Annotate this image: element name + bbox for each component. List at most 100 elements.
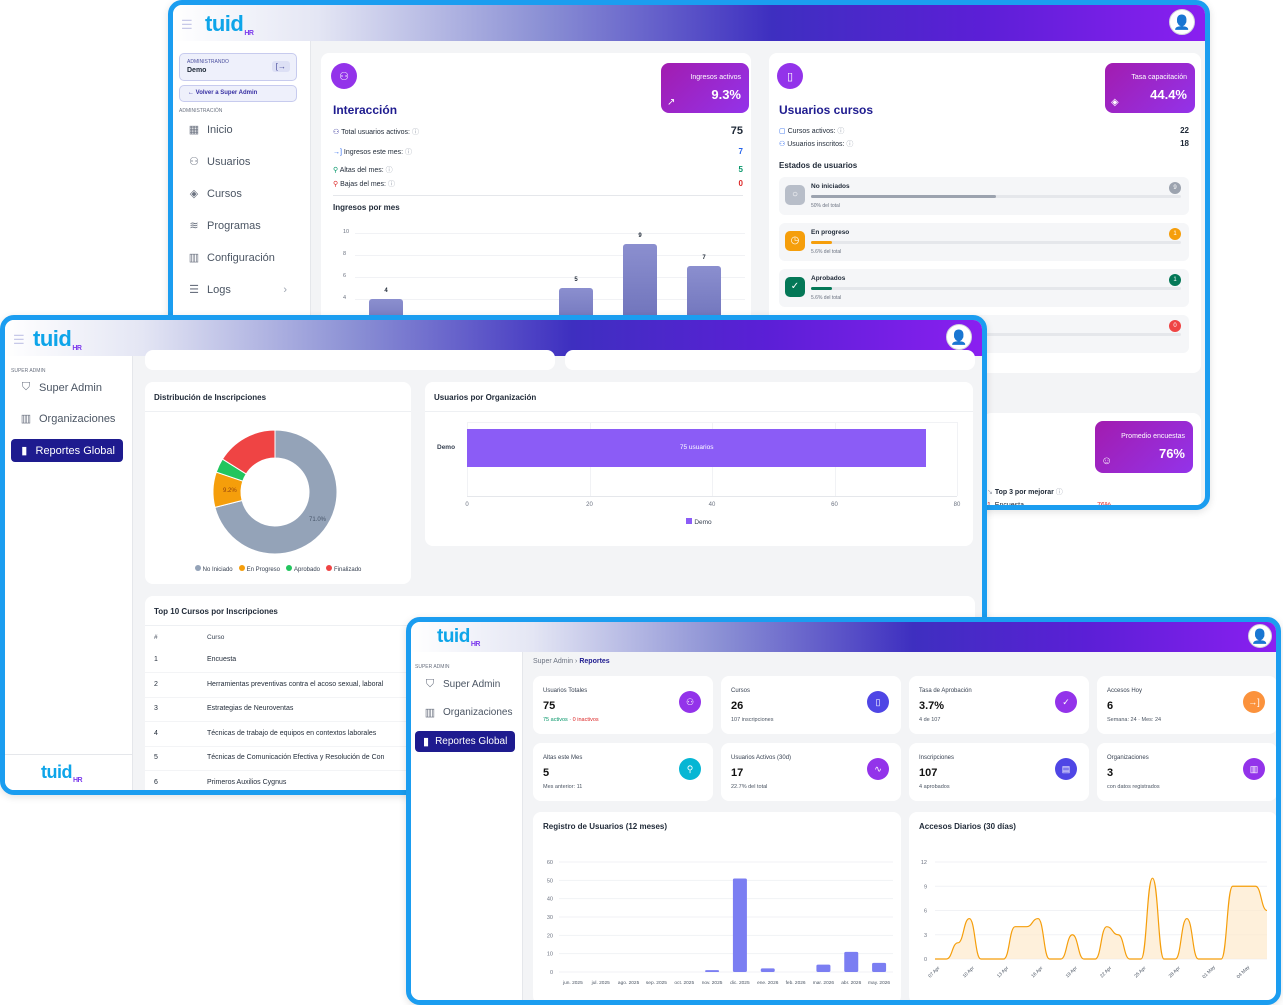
trend-up-icon: ↗: [667, 97, 676, 108]
nav-item-inicio[interactable]: ▦ Inicio: [187, 123, 233, 137]
estado-row: ✓ Aprobados 5.6% del total 1: [779, 269, 1189, 307]
menu-icon[interactable]: ☰: [13, 332, 25, 347]
kpi-value: 76%: [1158, 446, 1185, 461]
x-tick-label: abr. 2026: [841, 980, 861, 986]
legend-item[interactable]: Aprobado: [286, 565, 320, 573]
stat-sub: 107 inscripciones: [731, 717, 774, 723]
progress-track: [811, 195, 1181, 198]
nav-item-organizaciones[interactable]: ▥ Organizaciones: [423, 706, 513, 719]
legend-item[interactable]: En Progreso: [238, 565, 280, 573]
estado-percent: 50% del total: [811, 203, 840, 209]
x-tick-label: feb. 2026: [786, 980, 806, 986]
accesos-diarios-card: Accesos Diarios (30 días) 0 3 6 9 12 07 Apr 10…: [909, 812, 1276, 1000]
brand-logo[interactable]: tuidHR: [33, 326, 82, 352]
kpi-label: Promedio encuestas: [1121, 433, 1185, 440]
legend-item[interactable]: No Iniciado: [194, 565, 233, 573]
y-tick-label: 20: [547, 933, 553, 939]
metric-value: 5: [738, 165, 743, 174]
course-name: Técnicas de trabajo de equipos en contex…: [207, 729, 377, 737]
sidebar: SUPER ADMIN ⛉ Super Admin ▥ Organizaciones…: [5, 356, 133, 790]
metric-value: 75: [730, 125, 743, 137]
brand-logo[interactable]: tuidHR: [437, 626, 480, 648]
gridline: [355, 277, 745, 278]
breadcrumb-current: Reportes: [579, 658, 610, 665]
nav-item-usuarios[interactable]: ⚇ Usuarios: [187, 155, 251, 169]
menu-icon[interactable]: ☰: [181, 17, 193, 32]
metric-value: 7: [738, 147, 743, 156]
back-to-super-admin-button[interactable]: ← Volver a Super Admin: [179, 85, 297, 102]
y-tick-label: 3: [924, 933, 927, 939]
nav-item-super-admin[interactable]: ⛉ Super Admin: [19, 381, 102, 394]
nav-item-super-admin[interactable]: ⛉ Super Admin: [423, 678, 500, 691]
nav-item-configuracion[interactable]: ▥ Configuración: [187, 251, 275, 265]
nav-label: Logs: [207, 283, 231, 296]
stat-value: 17: [731, 767, 744, 779]
users-icon: ⚇: [333, 129, 340, 136]
user-avatar-icon[interactable]: 👤: [1169, 9, 1195, 35]
metric-label: Total usuarios activos:: [341, 129, 410, 136]
user-avatar-icon[interactable]: 👤: [946, 324, 972, 350]
nav-item-organizaciones[interactable]: ▥ Organizaciones: [19, 412, 116, 426]
x-axis: [467, 496, 957, 497]
row-number: 3: [154, 705, 158, 712]
gridline: [355, 255, 745, 256]
legend-swatch: [238, 565, 245, 571]
users-icon: ⚇: [679, 691, 701, 713]
metric-row: ⚲ Bajas del mes: ⓘ 0: [333, 179, 743, 189]
y-tick-label: 0: [924, 957, 927, 963]
top-header: [173, 5, 1205, 41]
count-badge: 1: [1169, 228, 1181, 240]
metric-value: 22: [1180, 126, 1189, 135]
nav-item-logs[interactable]: ☰ Logs ›: [187, 283, 287, 297]
book-icon: ▯: [777, 63, 803, 89]
legend-label: No Iniciado: [202, 567, 233, 573]
section-label: SUPER ADMIN: [11, 368, 46, 374]
user-avatar-icon[interactable]: 👤: [1248, 624, 1272, 648]
nav-label: Usuarios: [207, 155, 251, 168]
metric-value: 18: [1180, 139, 1189, 148]
stat-value: 5: [543, 767, 550, 779]
legend-item[interactable]: Finalizado: [326, 565, 361, 573]
gridline: [467, 422, 957, 423]
nav-item-reportes-global[interactable]: ▮ Reportes Global: [11, 439, 123, 462]
x-tick-label: 40: [708, 502, 716, 508]
stat-value: 3: [1107, 767, 1114, 779]
top-cursos-title: Top 10 Cursos por Inscripciones: [154, 607, 278, 616]
stat-sub: 22.7% del total: [731, 784, 768, 790]
stat-sub: 4 de 107: [919, 717, 941, 723]
x-tick-label: nov. 2025: [702, 980, 723, 986]
y-tick-label: 0: [550, 970, 553, 976]
nav-item-programas[interactable]: ≋ Programas: [187, 219, 260, 233]
stat-sub: Mes anterior: 11: [543, 784, 583, 790]
stat-sub: Semana: 24 · Mes: 24: [1107, 717, 1162, 723]
x-tick-label: 16 Apr: [1030, 965, 1044, 979]
grid-icon: ▦: [188, 124, 200, 136]
breadcrumb-root[interactable]: Super Admin: [533, 658, 574, 665]
active-count: 75 activos: [543, 717, 568, 723]
info-icon: ⓘ: [385, 167, 393, 174]
tasa-capacitacion-kpi: Tasa capacitación 44.4% ◈: [1105, 63, 1195, 113]
progress-fill: [811, 241, 832, 244]
graduation-cap-icon: ◈: [1111, 97, 1119, 108]
stat-card: Inscripciones 107 4 aprobados ▤: [909, 743, 1089, 801]
ingresos-chart: 10 8 6 4 4 5 9 7: [321, 223, 751, 333]
ingresos-chart-title: Ingresos por mes: [333, 203, 400, 212]
exit-org-icon[interactable]: [→: [271, 61, 290, 72]
area-fill: [935, 878, 1267, 959]
interaccion-title: Interacción: [333, 103, 398, 117]
bar-chart-icon: ▮: [423, 736, 430, 748]
brand-logo[interactable]: tuidHR: [205, 11, 254, 37]
chart-bar: [705, 970, 720, 972]
divider: [145, 411, 411, 412]
stat-label: Usuarios Totales: [543, 688, 588, 694]
stat-label: Altas este Mes: [543, 755, 583, 761]
nav-item-cursos[interactable]: ◈ Cursos: [187, 187, 242, 201]
estado-row: ◷ En progreso 5.6% del total 1: [779, 223, 1189, 261]
sidebar-footer-divider: [5, 754, 133, 755]
metric-row: ⚲ Altas del mes: ⓘ 5: [333, 165, 743, 175]
nav-item-reportes-global[interactable]: ▮ Reportes Global: [415, 731, 515, 752]
org-name: Demo: [187, 67, 207, 74]
column-header-curso: Curso: [207, 634, 225, 641]
kpi-label: Tasa capacitación: [1131, 74, 1187, 81]
kpi-label: Ingresos activos: [690, 74, 741, 81]
